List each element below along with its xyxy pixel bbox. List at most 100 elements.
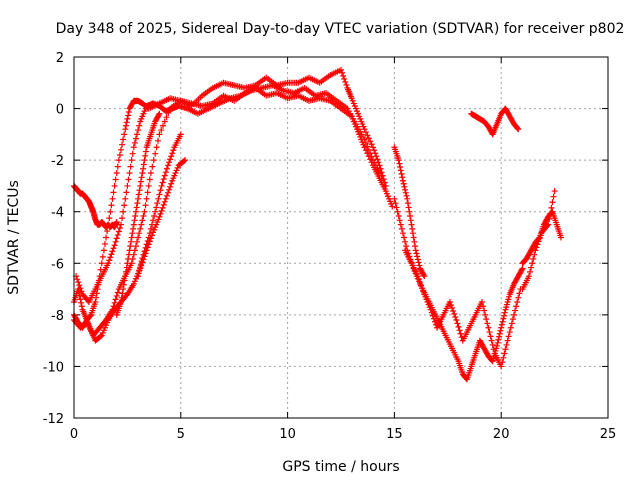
data-point [182, 157, 189, 164]
data-point [544, 222, 551, 229]
data-point [130, 221, 137, 228]
data-point [132, 213, 139, 220]
data-point [141, 208, 148, 215]
data-point [120, 208, 127, 215]
data-point [123, 292, 130, 299]
data-point [106, 257, 113, 264]
data-point [158, 127, 165, 134]
data-point [122, 195, 129, 202]
data-point [109, 248, 116, 255]
data-point [75, 279, 82, 286]
data-point [415, 276, 422, 283]
data-point [399, 230, 406, 237]
data-point [125, 176, 132, 183]
data-point [365, 146, 372, 153]
data-point [528, 264, 535, 271]
data-point [113, 235, 120, 242]
data-point [103, 234, 110, 241]
data-point [135, 195, 142, 202]
data-point [365, 135, 372, 142]
y-tick-label: -10 [43, 360, 64, 375]
data-point [100, 247, 107, 254]
y-axis-label: SDTVAR / TECUs [6, 180, 22, 295]
data-point [130, 144, 137, 151]
data-point [163, 114, 170, 121]
data-point [527, 268, 534, 275]
data-point [163, 192, 170, 199]
data-point [428, 309, 435, 316]
data-point [361, 126, 368, 133]
data-point [371, 147, 378, 154]
data-point [501, 309, 508, 316]
data-point [502, 346, 509, 353]
data-point [536, 235, 543, 242]
data-point [112, 296, 119, 303]
data-point [401, 234, 408, 241]
data-point [119, 215, 126, 222]
data-point [409, 225, 416, 232]
data-point [169, 150, 176, 157]
data-point [168, 153, 175, 160]
x-tick-label: 5 [177, 427, 185, 442]
data-point [399, 174, 406, 181]
data-point [155, 195, 162, 202]
data-point [512, 307, 519, 314]
data-point [166, 186, 173, 193]
data-point [374, 156, 381, 163]
data-point [451, 310, 458, 317]
data-point [362, 139, 369, 146]
data-point [113, 170, 120, 177]
data-point [530, 255, 537, 262]
data-point [122, 273, 129, 280]
data-point [145, 182, 152, 189]
data-point [141, 157, 148, 164]
data-point [496, 333, 503, 340]
data-point [161, 198, 168, 205]
data-point [486, 329, 493, 336]
data-point [454, 320, 461, 327]
data-point [116, 151, 123, 158]
data-point [162, 169, 169, 176]
data-point [412, 247, 419, 254]
data-point [167, 156, 174, 163]
series-trace-d [71, 157, 189, 344]
data-point [427, 306, 434, 313]
data-point [407, 217, 414, 224]
data-point [513, 303, 520, 310]
data-point [107, 254, 114, 261]
data-point [150, 157, 157, 164]
data-point [125, 112, 132, 119]
data-point [153, 144, 160, 151]
data-point [501, 350, 508, 357]
data-point [143, 195, 150, 202]
data-point [146, 230, 153, 237]
data-point [137, 178, 144, 185]
data-point [111, 182, 118, 189]
data-point [164, 162, 171, 169]
data-point [532, 247, 539, 254]
data-point [139, 170, 146, 177]
data-point [121, 131, 128, 138]
data-point [122, 122, 129, 129]
data-point [446, 298, 453, 305]
series-trace-i [402, 247, 524, 370]
data-point [391, 195, 398, 202]
data-point [108, 202, 115, 209]
data-point [161, 118, 168, 125]
data-point [558, 234, 565, 241]
data-point [500, 315, 507, 322]
series-trace-g [135, 131, 184, 280]
data-point [396, 217, 403, 224]
x-tick-label: 20 [493, 427, 510, 442]
data-point [404, 195, 411, 202]
data-point [136, 267, 143, 274]
data-point [453, 317, 460, 324]
data-point [547, 210, 554, 217]
data-point [389, 203, 396, 210]
data-point [501, 312, 508, 319]
data-point [115, 157, 122, 164]
data-point [509, 316, 516, 323]
data-point [417, 279, 424, 286]
data-point [140, 213, 147, 220]
